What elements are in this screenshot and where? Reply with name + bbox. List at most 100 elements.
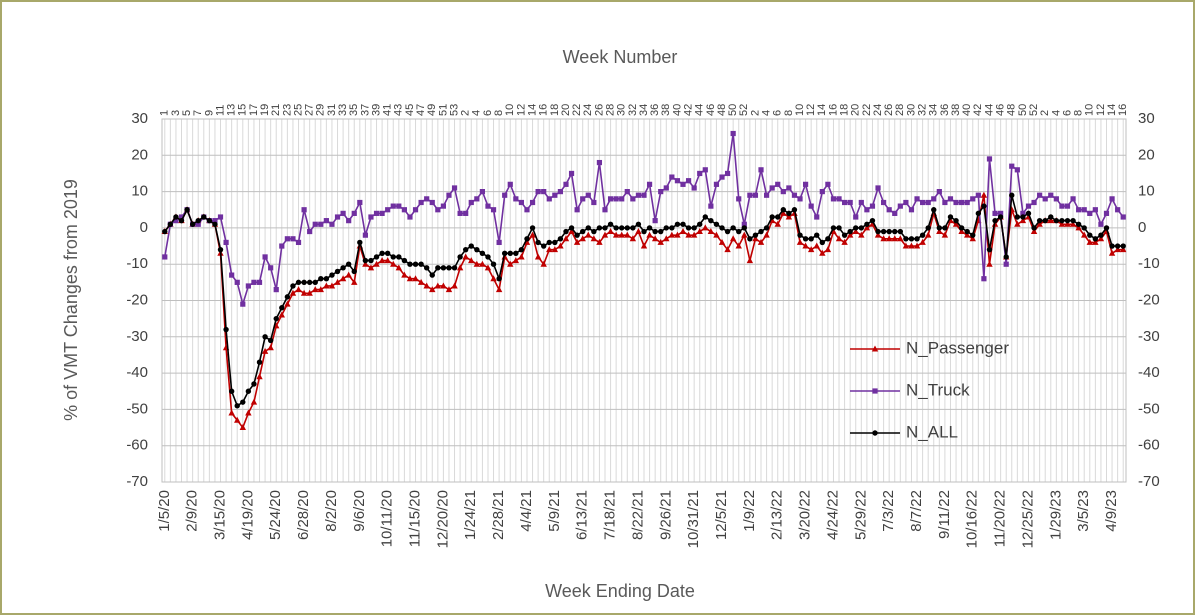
x-tick-label: 4/9/23 [1103,490,1120,532]
point [1092,236,1099,242]
point [568,228,575,235]
point [885,235,893,242]
point [1081,231,1088,238]
point [540,243,547,249]
point [262,334,268,340]
point [758,167,764,173]
x-tick-label: 3/15/20 [211,490,228,540]
point [685,178,692,184]
point [752,235,759,242]
point [306,279,313,286]
chart-title: Week Number [563,47,678,67]
point [562,235,570,242]
point [952,220,960,227]
point [892,228,898,235]
x-tick-label: 8/7/22 [908,490,925,532]
point [624,189,630,195]
point [379,210,385,216]
y-tick-label: -30 [126,328,148,345]
point [802,236,809,242]
point [596,159,603,166]
point [484,264,492,271]
point [886,207,892,213]
y2-tick-label: 30 [1138,110,1155,127]
point [802,181,809,187]
point [835,235,843,242]
y-tick-label: 30 [131,110,148,127]
point [607,196,614,202]
point [1047,217,1054,224]
point [724,228,731,235]
point [240,399,246,405]
x-tick-label: 2/28/21 [490,490,507,540]
top-tick-label: 22 [571,104,583,116]
top-tick-label: 33 [337,104,349,116]
point [941,231,949,238]
y-tick-label: -60 [126,437,148,454]
point [674,231,681,238]
point [228,409,235,416]
point [563,228,569,235]
point [902,242,910,249]
point [307,228,313,235]
x-tick-label: 2/13/22 [769,490,786,540]
point [596,225,603,231]
top-tick-label: 6 [482,110,494,116]
point [279,305,285,311]
point [679,228,687,235]
point [440,282,447,289]
point [178,217,185,224]
point [167,221,174,227]
point [1048,192,1054,198]
point [824,246,832,253]
point [775,214,781,220]
point [407,214,413,220]
point [546,196,552,202]
point [697,170,703,177]
point [880,228,887,235]
point [875,228,881,235]
point [663,235,670,242]
point [1025,203,1032,209]
point [814,232,820,238]
point [312,221,318,227]
point [786,210,792,217]
point [874,231,882,238]
point [446,192,452,198]
point [1097,235,1105,242]
point [708,217,714,224]
x-tick-label: 5/9/21 [546,490,563,532]
point [919,232,926,238]
point [763,225,770,231]
point [1059,217,1065,224]
top-tick-label: 52 [1028,104,1040,116]
point [1087,232,1093,238]
point [807,246,815,253]
point [685,225,692,231]
top-tick-label: 32 [917,104,929,116]
point [819,249,826,256]
point [630,225,636,231]
point [702,167,708,173]
top-tick-label: 6 [1061,110,1073,116]
point [869,203,876,209]
y-axis-title: % of VMT Changes from 2019 [61,179,81,421]
point [367,264,375,271]
point [529,199,536,206]
point [903,199,909,206]
point [223,326,229,333]
top-tick-label: 4 [1050,110,1062,116]
point [1014,167,1020,173]
point [601,231,609,238]
point [429,286,436,293]
point [1014,220,1021,227]
point [318,221,324,227]
top-tick-label: 35 [348,104,360,116]
x-tick-label: 4/4/21 [518,490,535,532]
point [1064,220,1071,227]
x-tick-label: 1/5/20 [156,490,173,532]
point [1009,163,1015,169]
point [295,286,302,293]
top-tick-label: 28 [604,104,616,116]
